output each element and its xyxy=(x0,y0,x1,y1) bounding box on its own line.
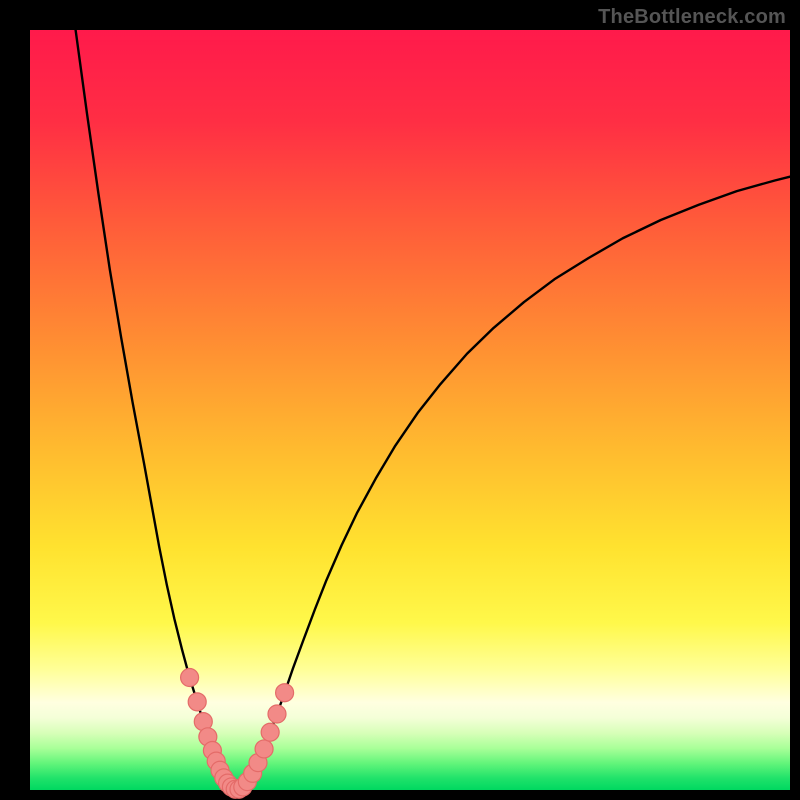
data-marker xyxy=(276,684,294,702)
data-marker xyxy=(255,740,273,758)
data-marker xyxy=(181,669,199,687)
plot-area xyxy=(30,30,790,790)
stage: TheBottleneck.com xyxy=(0,0,800,800)
marker-group xyxy=(181,669,294,799)
data-marker xyxy=(261,723,279,741)
watermark-text: TheBottleneck.com xyxy=(598,6,786,29)
data-marker xyxy=(268,705,286,723)
chart-svg xyxy=(30,30,790,790)
data-marker xyxy=(188,693,206,711)
